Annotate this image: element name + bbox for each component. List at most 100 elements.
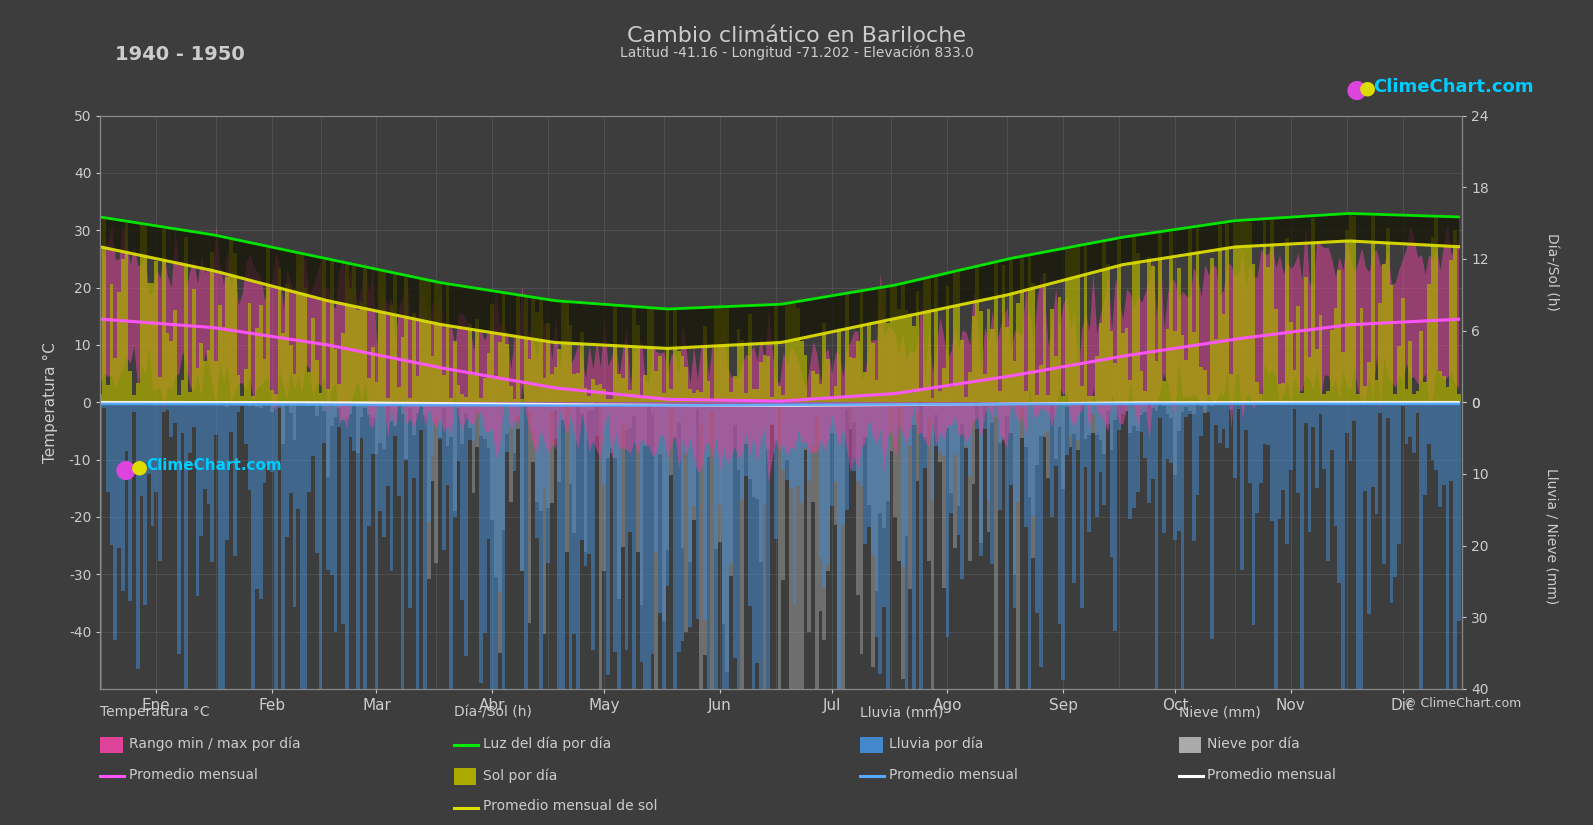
Bar bbox=[360, 302, 363, 403]
Bar bbox=[1278, 403, 1281, 519]
Bar bbox=[747, 403, 752, 479]
Bar bbox=[304, 288, 307, 403]
Bar bbox=[852, 403, 855, 423]
Bar bbox=[1289, 322, 1292, 403]
Bar bbox=[1133, 403, 1136, 508]
Bar bbox=[1263, 403, 1266, 444]
Bar bbox=[1408, 403, 1411, 437]
Bar bbox=[1281, 383, 1286, 403]
Bar bbox=[878, 289, 883, 403]
Bar bbox=[1144, 391, 1147, 403]
Bar bbox=[327, 403, 330, 477]
Bar bbox=[475, 403, 479, 447]
Bar bbox=[129, 371, 132, 403]
Bar bbox=[827, 403, 830, 571]
Bar bbox=[1360, 308, 1364, 403]
Bar bbox=[647, 403, 652, 405]
Bar bbox=[863, 403, 867, 437]
Bar bbox=[1233, 223, 1236, 403]
Bar bbox=[1158, 233, 1161, 403]
Bar bbox=[1314, 403, 1319, 488]
Bar bbox=[980, 403, 983, 543]
Bar bbox=[572, 403, 577, 634]
Bar bbox=[1344, 230, 1349, 403]
Bar bbox=[566, 303, 569, 403]
Bar bbox=[852, 403, 855, 471]
Bar bbox=[613, 403, 616, 652]
Bar bbox=[580, 332, 583, 403]
Bar bbox=[543, 379, 546, 403]
Bar bbox=[158, 403, 162, 561]
Bar bbox=[766, 403, 769, 704]
Bar bbox=[1061, 396, 1066, 403]
Bar bbox=[457, 403, 460, 461]
Bar bbox=[855, 403, 860, 481]
Bar bbox=[1184, 403, 1188, 408]
Bar bbox=[147, 284, 151, 403]
Bar bbox=[969, 403, 972, 476]
Bar bbox=[1378, 303, 1383, 403]
Bar bbox=[685, 403, 688, 632]
Bar bbox=[1445, 387, 1450, 403]
Text: Sol por día: Sol por día bbox=[483, 768, 558, 783]
Bar bbox=[1031, 403, 1035, 516]
Bar bbox=[1386, 403, 1389, 417]
Bar bbox=[1117, 403, 1121, 431]
Bar bbox=[538, 403, 543, 825]
Bar bbox=[1405, 389, 1408, 403]
Text: Lluvia (mm): Lluvia (mm) bbox=[860, 705, 943, 719]
Bar bbox=[1136, 253, 1139, 403]
Bar bbox=[229, 403, 233, 431]
Bar bbox=[1450, 260, 1453, 403]
Bar bbox=[1297, 305, 1300, 403]
Bar bbox=[472, 403, 475, 493]
Bar bbox=[121, 403, 124, 592]
Bar bbox=[980, 311, 983, 403]
Bar bbox=[1069, 403, 1072, 447]
Bar bbox=[1013, 361, 1016, 403]
Bar bbox=[413, 313, 416, 403]
Bar bbox=[1419, 403, 1423, 719]
Bar bbox=[997, 391, 1002, 403]
Bar bbox=[1434, 218, 1438, 403]
Bar bbox=[819, 403, 822, 558]
Bar bbox=[855, 403, 860, 595]
Bar bbox=[644, 403, 647, 803]
Bar bbox=[1172, 403, 1177, 475]
Bar bbox=[986, 403, 991, 501]
Bar bbox=[1133, 238, 1136, 403]
Bar bbox=[1349, 403, 1352, 460]
Bar bbox=[949, 403, 953, 513]
Bar bbox=[871, 343, 875, 403]
Bar bbox=[151, 283, 155, 403]
Text: Promedio mensual: Promedio mensual bbox=[129, 768, 258, 782]
Bar bbox=[1094, 356, 1099, 403]
Bar bbox=[605, 399, 610, 403]
Bar bbox=[521, 403, 524, 570]
Bar bbox=[744, 403, 747, 444]
Bar bbox=[1349, 215, 1352, 403]
Bar bbox=[766, 403, 769, 449]
Bar bbox=[785, 304, 789, 403]
Bar bbox=[905, 403, 908, 761]
Bar bbox=[464, 397, 468, 403]
Bar bbox=[763, 355, 766, 403]
Bar bbox=[1184, 360, 1188, 403]
Bar bbox=[632, 308, 636, 403]
Bar bbox=[905, 403, 908, 536]
Bar bbox=[315, 361, 319, 403]
Bar bbox=[225, 403, 229, 540]
Bar bbox=[946, 403, 949, 428]
Bar bbox=[277, 268, 282, 403]
Bar bbox=[908, 403, 911, 589]
Bar bbox=[997, 403, 1002, 510]
Bar bbox=[1016, 403, 1020, 502]
Bar bbox=[494, 403, 497, 754]
Bar bbox=[196, 368, 199, 403]
Bar bbox=[1169, 403, 1172, 418]
Bar bbox=[382, 403, 386, 450]
Bar bbox=[255, 403, 260, 589]
Bar bbox=[371, 346, 374, 403]
Bar bbox=[710, 403, 714, 412]
Bar bbox=[1121, 403, 1125, 413]
